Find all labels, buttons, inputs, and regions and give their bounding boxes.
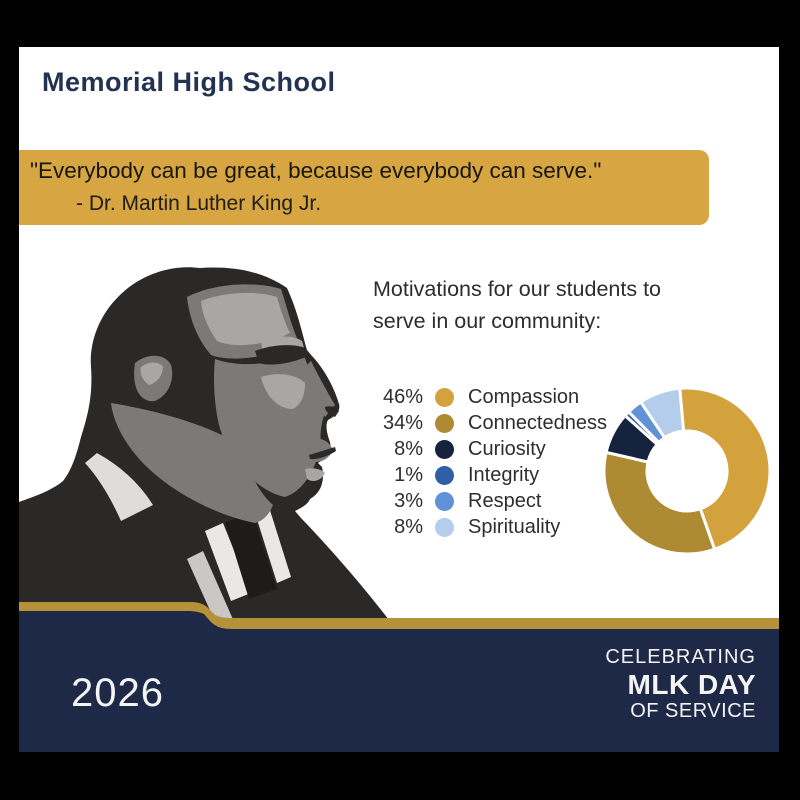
donut-slice-compassion bbox=[678, 386, 772, 552]
legend-color-dot-icon bbox=[435, 413, 454, 433]
legend-row: 46% Compassion bbox=[379, 384, 607, 410]
legend-label: Curiosity bbox=[468, 437, 546, 460]
legend-row: 34% Connectedness bbox=[379, 410, 607, 436]
portrait-shirt-collar bbox=[85, 453, 291, 635]
legend-label: Spirituality bbox=[468, 515, 561, 538]
legend-percent: 34% bbox=[382, 411, 423, 434]
legend-color-dot-icon bbox=[435, 439, 454, 459]
mlk-portrait-image bbox=[19, 267, 395, 635]
portrait-lapel-stripe bbox=[187, 551, 239, 635]
chart-intro-line2: serve in our community: bbox=[373, 309, 602, 333]
portrait-nostril bbox=[325, 406, 339, 417]
footer-of-service-line: OF SERVICE bbox=[630, 700, 756, 722]
legend-percent: 8% bbox=[394, 515, 423, 538]
donut-chart bbox=[602, 386, 772, 556]
legend-percent: 8% bbox=[394, 437, 423, 460]
legend-label: Compassion bbox=[468, 385, 580, 408]
year-label: 2026 bbox=[71, 671, 164, 715]
footer-event-title: CELEBRATING MLK DAY OF SERVICE bbox=[605, 646, 756, 722]
legend-percent: 3% bbox=[394, 489, 423, 512]
legend-percent: 46% bbox=[382, 385, 423, 408]
legend-color-dot-icon bbox=[435, 387, 454, 407]
poster-canvas: Memorial High School "Everybody can be g… bbox=[19, 47, 779, 752]
legend-row: 8% Curiosity bbox=[379, 436, 607, 462]
footer-band-navy bbox=[19, 611, 779, 752]
legend-label: Connectedness bbox=[468, 411, 607, 434]
portrait-tie bbox=[225, 514, 277, 599]
legend-row: 3% Respect bbox=[379, 488, 607, 514]
portrait-dark-details bbox=[255, 345, 339, 460]
legend-color-dot-icon bbox=[435, 491, 454, 511]
footer-mlk-day-line: MLK DAY bbox=[627, 669, 756, 700]
legend-label: Integrity bbox=[468, 463, 540, 486]
chart-intro: Motivations for our students to serve in… bbox=[373, 273, 661, 337]
portrait-eye bbox=[255, 345, 308, 365]
legend-label: Respect bbox=[468, 489, 542, 512]
legend-color-dot-icon bbox=[435, 465, 454, 485]
quote-attribution: - Dr. Martin Luther King Jr. bbox=[76, 192, 322, 215]
legend-row: 8% Spirituality bbox=[379, 514, 607, 540]
chart-legend: 46% Compassion 34% Connectedness 8% Curi… bbox=[379, 384, 607, 540]
quote-banner: "Everybody can be great, because everybo… bbox=[19, 150, 709, 225]
portrait-mouth-line bbox=[309, 447, 336, 460]
donut-slice-connectedness bbox=[602, 450, 717, 556]
school-name-title: Memorial High School bbox=[42, 67, 336, 97]
footer-band-gold-edge bbox=[19, 602, 779, 629]
quote-text: "Everybody can be great, because everybo… bbox=[30, 158, 602, 183]
footer-celebrating-line: CELEBRATING bbox=[605, 646, 756, 668]
legend-row: 1% Integrity bbox=[379, 462, 607, 488]
legend-color-dot-icon bbox=[435, 517, 454, 537]
legend-percent: 1% bbox=[394, 463, 423, 486]
donut-slice-spirituality bbox=[638, 386, 686, 440]
footer-band bbox=[19, 602, 779, 752]
chart-intro-line1: Motivations for our students to bbox=[373, 277, 662, 301]
